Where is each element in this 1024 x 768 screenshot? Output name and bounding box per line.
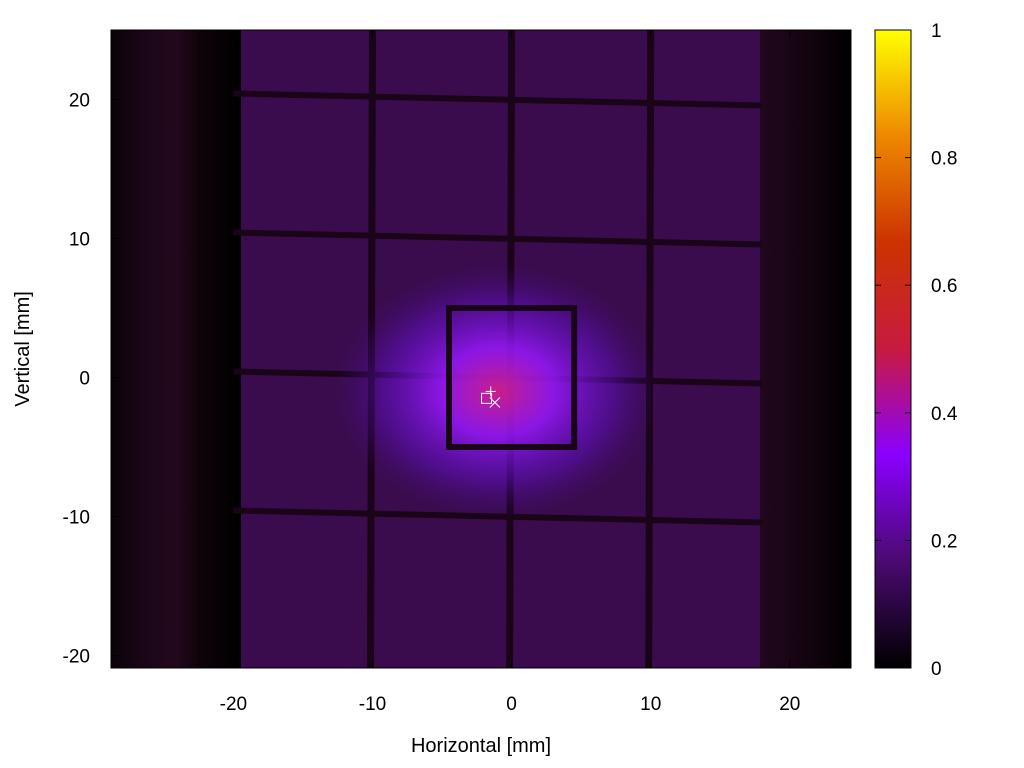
x-tick-label: 0 [506,694,517,715]
x-axis-ticks: -20 -10 0 10 20 [220,30,800,715]
x-axis-title: Horizontal [mm] [411,735,551,757]
colorbar-tick-label: 0.6 [931,276,957,297]
colorbar-tick-label: 0.4 [931,404,958,425]
colorbar-tick-label: 1 [931,21,942,42]
marker-cross [489,397,501,408]
y-tick-label: -10 [63,507,90,528]
heatmap-image [111,30,851,668]
heatmap-right-dark-region [760,30,851,668]
colorbar-frame [874,29,912,669]
x-tick-label: -20 [220,694,247,715]
y-axis-ticks: -20 -10 0 10 20 [63,90,851,667]
y-tick-label: 0 [79,368,90,389]
marker-plus [485,386,496,397]
horizontal-wire-1 [233,229,763,248]
colorbar-ticks: 0 0.2 0.4 0.6 0.8 1 [875,21,958,680]
plot-frame [110,29,852,669]
colorbar-tick-label: 0.2 [931,531,957,552]
y-axis-title: Vertical [mm] [12,291,34,407]
beam-spot [334,264,661,518]
colorbar-tick-label: 0.8 [931,149,957,170]
heatmap-left-dark-region [111,30,241,668]
horizontal-wire-0 [233,90,763,109]
marker-square [481,392,493,404]
colorbar [875,30,911,668]
centroid-markers [481,386,501,408]
y-tick-label: 20 [69,90,90,111]
x-tick-label: 20 [779,694,800,715]
x-tick-label: -10 [359,694,386,715]
inner-grid-square [446,304,578,450]
y-tick-label: 10 [69,229,90,250]
x-tick-label: 10 [640,694,661,715]
colorbar-tick-label: 0 [931,659,942,680]
inner-square-frame [446,304,578,450]
y-tick-label: -20 [63,646,90,667]
